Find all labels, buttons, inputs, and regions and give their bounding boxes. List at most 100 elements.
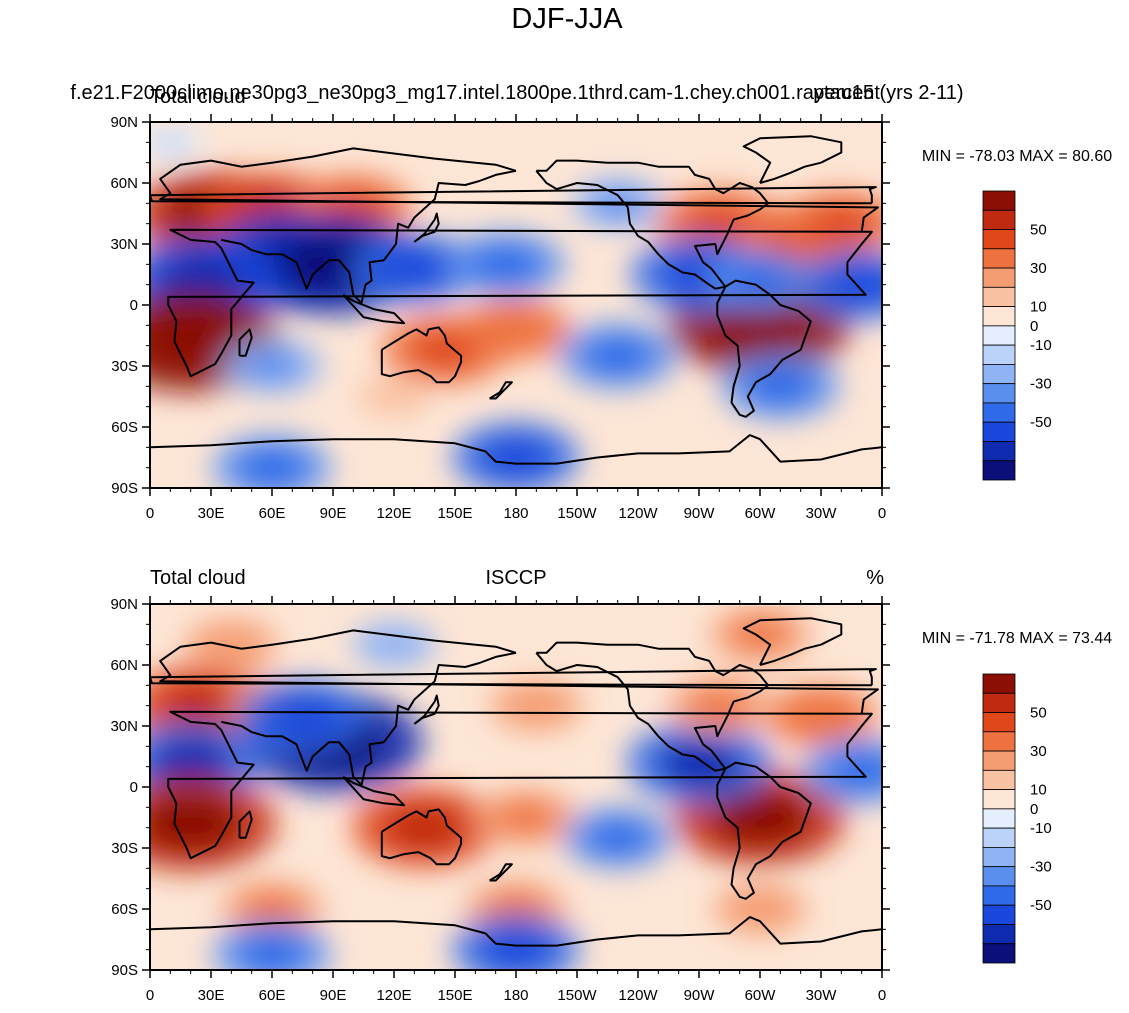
x-tick-label: 180 <box>503 987 528 1004</box>
anomaly-core <box>709 297 811 354</box>
coastline-madagascar <box>238 810 253 839</box>
x-tick-label: 150W <box>557 505 597 522</box>
coastline-greenland <box>742 135 843 184</box>
anomaly-core <box>408 329 481 370</box>
anomaly-core <box>151 131 190 153</box>
x-tick-label: 60E <box>259 505 286 522</box>
anomaly-core <box>789 698 853 734</box>
colorbar-swatch <box>982 344 1016 365</box>
anomaly-core <box>150 739 232 786</box>
coastline-eurasia <box>159 629 879 714</box>
run-title: f.e21.F2000climo.ne30pg3_ne30pg3_mg17.in… <box>70 82 963 104</box>
y-tick-label: 60N <box>110 657 138 674</box>
colorbar-label: 0 <box>1030 318 1038 335</box>
figure-title: DJF-JJA <box>511 3 623 35</box>
colorbar-swatch <box>982 789 1016 810</box>
panel-left-title: Total cloud <box>150 86 246 108</box>
colorbar-swatch <box>982 267 1016 288</box>
y-tick-label: 90S <box>111 962 138 979</box>
y-tick-label: 90N <box>110 596 138 613</box>
anomaly-core <box>243 893 301 925</box>
colorbar-swatch <box>982 673 1016 694</box>
anomaly-core <box>238 935 306 970</box>
colorbar-swatch <box>982 808 1016 829</box>
colorbar-swatch <box>982 847 1016 868</box>
panel-center-title: ISCCP <box>485 567 546 589</box>
coastline-nz <box>489 381 513 400</box>
colorbar-swatch <box>982 325 1016 346</box>
anomaly-core <box>683 203 756 244</box>
x-tick-label: 0 <box>878 505 886 522</box>
anomaly-core <box>733 894 787 924</box>
y-tick-label: 90S <box>111 480 138 497</box>
colorbar-swatch <box>982 306 1016 327</box>
coastline-namerica <box>535 641 770 772</box>
colorbar-label: 30 <box>1030 743 1047 760</box>
colorbar-swatch <box>982 692 1016 713</box>
coastline-japan <box>413 694 440 725</box>
coastline-namerica <box>535 159 770 290</box>
anomaly-core <box>383 804 466 851</box>
coastline-japan <box>413 212 440 243</box>
anomaly-core <box>370 631 418 658</box>
colorbar-swatch <box>982 750 1016 771</box>
anomaly-core <box>728 263 792 298</box>
panel-right-title: % <box>866 567 884 589</box>
coastline-australia <box>380 808 463 866</box>
x-tick-label: 150W <box>557 987 597 1004</box>
colorbar-swatch <box>982 904 1016 925</box>
colorbar: 50 30 10 0 -10 -30 -50 <box>982 190 1052 481</box>
anomaly-core <box>150 313 242 370</box>
x-tick-label: 0 <box>146 505 154 522</box>
x-tick-label: 0 <box>878 987 886 1004</box>
colorbar-label: -10 <box>1030 337 1052 354</box>
x-tick-label: 90E <box>320 987 347 1004</box>
colorbar-label: -30 <box>1030 376 1052 393</box>
coastline-asia_s <box>221 651 517 786</box>
min-max-stats: MIN = -71.78 MAX = 73.44 <box>922 630 1112 647</box>
x-tick-label: 30W <box>806 505 838 522</box>
min-max-stats: MIN = -78.03 MAX = 80.60 <box>922 148 1112 165</box>
y-tick-label: 60S <box>111 419 138 436</box>
y-tick-label: 0 <box>130 779 138 796</box>
coastline-antarctica <box>150 916 882 947</box>
x-tick-label: 90W <box>684 987 716 1004</box>
colorbar-label: -10 <box>1030 820 1052 837</box>
anomaly-core <box>584 337 652 375</box>
x-tick-label: 180 <box>503 505 528 522</box>
colorbar-swatch <box>982 248 1016 269</box>
x-tick-label: 120W <box>618 987 658 1004</box>
coastline-africa <box>167 710 873 860</box>
anomaly-core <box>711 790 809 845</box>
anomaly-core <box>746 367 814 405</box>
anomaly-core <box>497 801 555 834</box>
colorbar-swatch <box>982 712 1016 733</box>
panel-left-title: Total cloud <box>150 567 246 589</box>
anomaly-core <box>266 695 339 736</box>
colorbar-swatch <box>982 460 1016 481</box>
coastline-antarctica <box>150 434 882 465</box>
colorbar-label: 50 <box>1030 705 1047 722</box>
panel-right-title: percent <box>813 82 880 104</box>
panel-obs: Total cloud ISCCP % MIN = -71.78 MAX = 7… <box>110 567 1112 1004</box>
x-tick-label: 60E <box>259 987 286 1004</box>
y-tick-label: 60N <box>110 175 138 192</box>
anomaly-core <box>472 245 540 283</box>
coastline-nz <box>489 863 513 882</box>
coastline-eurasia <box>159 147 879 232</box>
anomaly-core <box>243 350 301 382</box>
x-tick-label: 90E <box>320 505 347 522</box>
y-tick-label: 0 <box>130 297 138 314</box>
x-tick-label: 60W <box>745 505 777 522</box>
y-tick-label: 30N <box>110 718 138 735</box>
x-tick-label: 120E <box>376 505 411 522</box>
colorbar-swatch <box>982 885 1016 906</box>
colorbar-swatch <box>982 827 1016 848</box>
coastline-greenland <box>742 617 843 666</box>
colorbar-swatch <box>982 441 1016 462</box>
colorbar-swatch <box>982 866 1016 887</box>
coastline-uk <box>150 668 877 687</box>
x-tick-label: 0 <box>146 987 154 1004</box>
colorbar-swatch <box>982 402 1016 423</box>
x-tick-label: 30W <box>806 987 838 1004</box>
